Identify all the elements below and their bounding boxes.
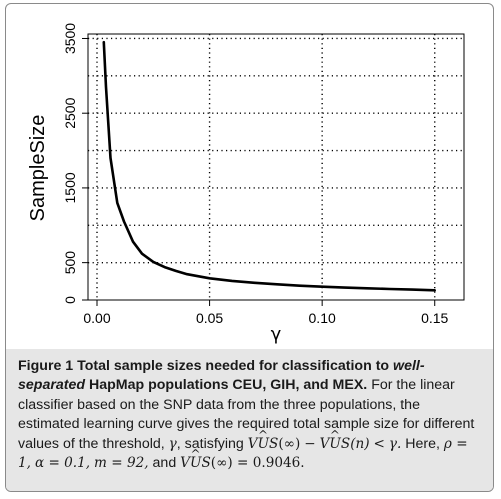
- caption-here: Here,: [405, 435, 440, 452]
- caption-body-1: For the linear classifier based on the S…: [18, 377, 475, 452]
- caption-title-a: Total sample sizes needed for classifica…: [77, 358, 390, 374]
- caption-vus-2: VUS: [320, 435, 351, 454]
- grid-lines: [88, 34, 464, 300]
- caption-lt: <: [373, 435, 385, 452]
- caption-m: m = 92,: [94, 455, 149, 472]
- x-tick-label-0: 0.00: [83, 310, 110, 326]
- caption-title-c: HapMap populations CEU, GIH, and MEX.: [88, 377, 368, 394]
- series-line: [102, 40, 436, 292]
- caption-label: Figure 1: [18, 358, 74, 374]
- y-axis: 0 500 1500 2500 3500: [62, 23, 88, 304]
- caption-inf: (∞): [278, 435, 301, 452]
- caption-vus-3: VUS: [180, 454, 211, 473]
- y-axis-label: SampleSize: [27, 115, 49, 222]
- y-tick-label-2: 1500: [62, 172, 78, 203]
- figure-caption: Figure 1 Total sample sizes needed for c…: [6, 349, 493, 491]
- caption-n: (n): [350, 435, 370, 452]
- plot-area-frame: [87, 33, 465, 301]
- x-tick-label-2: 0.10: [309, 310, 336, 326]
- x-axis-label: γ: [271, 324, 282, 345]
- caption-gamma-2: γ.: [388, 435, 402, 452]
- learning-curve-chart: 0.00 0.05 0.10 0.15 0 500 1500 2500 3500 γ Samp…: [27, 23, 465, 345]
- y-tick-label-1: 500: [62, 251, 78, 275]
- y-tick-label-3: 2500: [62, 97, 78, 128]
- caption-vus-1: VUS: [248, 435, 279, 454]
- caption-rho: ρ = 1,: [18, 435, 468, 472]
- caption-body-2: , satisfying: [176, 435, 244, 452]
- x-tick-label-1: 0.05: [196, 310, 223, 326]
- x-axis: 0.00 0.05 0.10 0.15: [83, 300, 449, 326]
- caption-minus: −: [304, 435, 316, 452]
- caption-gamma: γ: [168, 435, 177, 452]
- y-tick-label-0: 0: [62, 296, 78, 304]
- y-tick-label-4: 3500: [62, 23, 78, 54]
- caption-title-emph: well-separated: [18, 358, 425, 394]
- caption-and: and: [152, 455, 177, 472]
- caption-alpha: α = 0.1,: [34, 455, 91, 472]
- x-tick-label-3: 0.15: [421, 310, 448, 326]
- caption-inf-2: (∞) = 0.9046.: [210, 455, 305, 472]
